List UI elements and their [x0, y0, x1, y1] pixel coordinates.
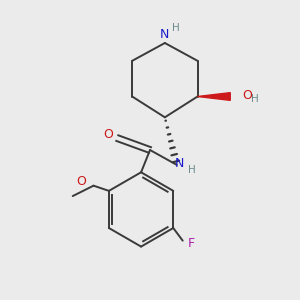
Text: O: O — [77, 175, 87, 188]
Text: N: N — [160, 28, 169, 40]
Text: H: H — [251, 94, 259, 104]
Text: O: O — [242, 88, 252, 101]
Polygon shape — [198, 93, 230, 101]
Text: N: N — [174, 157, 184, 169]
Text: O: O — [103, 128, 113, 141]
Text: F: F — [188, 237, 195, 250]
Text: H: H — [188, 165, 196, 175]
Text: H: H — [172, 22, 180, 32]
